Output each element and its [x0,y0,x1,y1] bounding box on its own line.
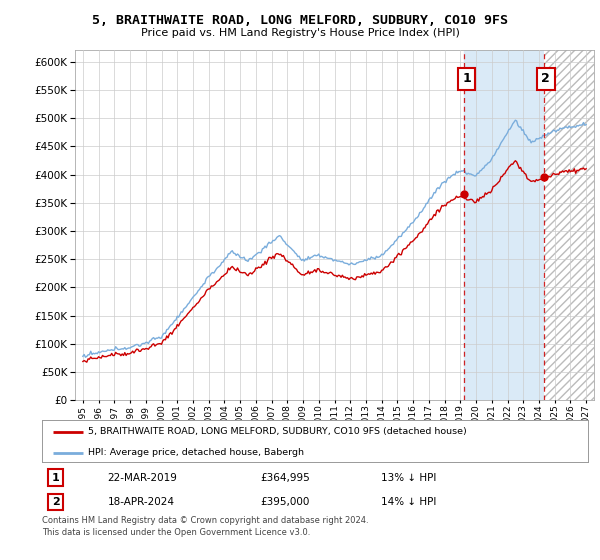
Text: Price paid vs. HM Land Registry's House Price Index (HPI): Price paid vs. HM Land Registry's House … [140,28,460,38]
Text: 2: 2 [541,72,550,85]
Text: 13% ↓ HPI: 13% ↓ HPI [380,473,436,483]
Text: £395,000: £395,000 [260,497,310,507]
Text: 18-APR-2024: 18-APR-2024 [107,497,175,507]
Bar [464,50,544,400]
Text: 14% ↓ HPI: 14% ↓ HPI [380,497,436,507]
Text: £364,995: £364,995 [260,473,310,483]
Text: 2: 2 [52,497,59,507]
Text: 1: 1 [462,72,471,85]
Text: HPI: Average price, detached house, Babergh: HPI: Average price, detached house, Babe… [88,448,304,458]
Text: 22-MAR-2019: 22-MAR-2019 [107,473,178,483]
Text: 1: 1 [52,473,59,483]
Bar [544,50,594,400]
Text: Contains HM Land Registry data © Crown copyright and database right 2024.
This d: Contains HM Land Registry data © Crown c… [42,516,368,537]
Text: 5, BRAITHWAITE ROAD, LONG MELFORD, SUDBURY, CO10 9FS: 5, BRAITHWAITE ROAD, LONG MELFORD, SUDBU… [92,14,508,27]
Text: 5, BRAITHWAITE ROAD, LONG MELFORD, SUDBURY, CO10 9FS (detached house): 5, BRAITHWAITE ROAD, LONG MELFORD, SUDBU… [88,427,467,436]
